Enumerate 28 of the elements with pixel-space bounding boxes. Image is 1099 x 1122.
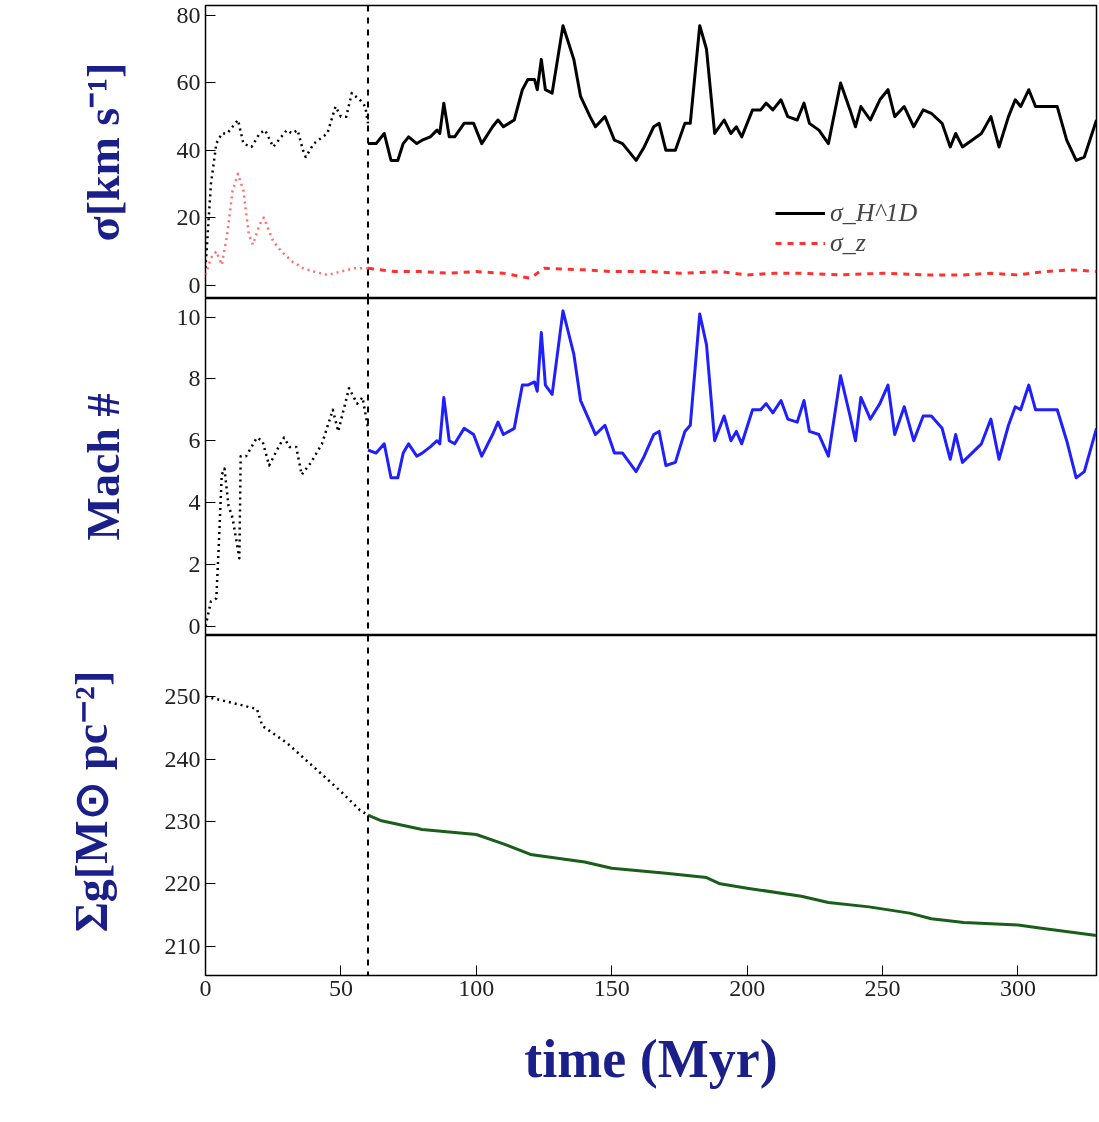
y-tick-label: 40 (176, 136, 201, 163)
y-tick-label: 250 (164, 683, 201, 710)
y-tick-label: 60 (176, 69, 201, 96)
y-tick-label: 20 (176, 204, 201, 231)
y-tick-label: 210 (164, 932, 201, 959)
y-tick-label: 10 (176, 303, 201, 330)
y-tick-label: 230 (164, 807, 201, 834)
y-axis-title: Σg[M⊙ pc⁻²] (65, 670, 117, 933)
y-tick-label: 80 (176, 2, 201, 29)
x-tick-label: 250 (864, 974, 901, 1001)
y-tick-label: 0 (188, 271, 201, 298)
y-axis-title: Mach # (77, 393, 129, 541)
legend-label: σ_z (830, 228, 866, 258)
y-tick-label: 220 (164, 870, 201, 897)
y-tick-label: 6 (188, 427, 201, 454)
x-tick-label: 200 (729, 974, 766, 1001)
x-tick-label: 100 (458, 974, 495, 1001)
y-axis-title: σ[km s⁻¹] (77, 62, 129, 242)
legend-label: σ_H^1D (830, 198, 918, 228)
y-tick-label: 4 (188, 489, 201, 516)
y-tick-label: 240 (164, 745, 201, 772)
x-tick-label: 150 (593, 974, 630, 1001)
x-tick-label: 300 (999, 974, 1036, 1001)
x-axis-title: time (Myr) (524, 1028, 778, 1089)
y-tick-label: 2 (188, 550, 201, 577)
y-tick-label: 8 (188, 365, 201, 392)
x-tick-label: 50 (328, 974, 353, 1001)
y-tick-label: 0 (188, 612, 201, 639)
